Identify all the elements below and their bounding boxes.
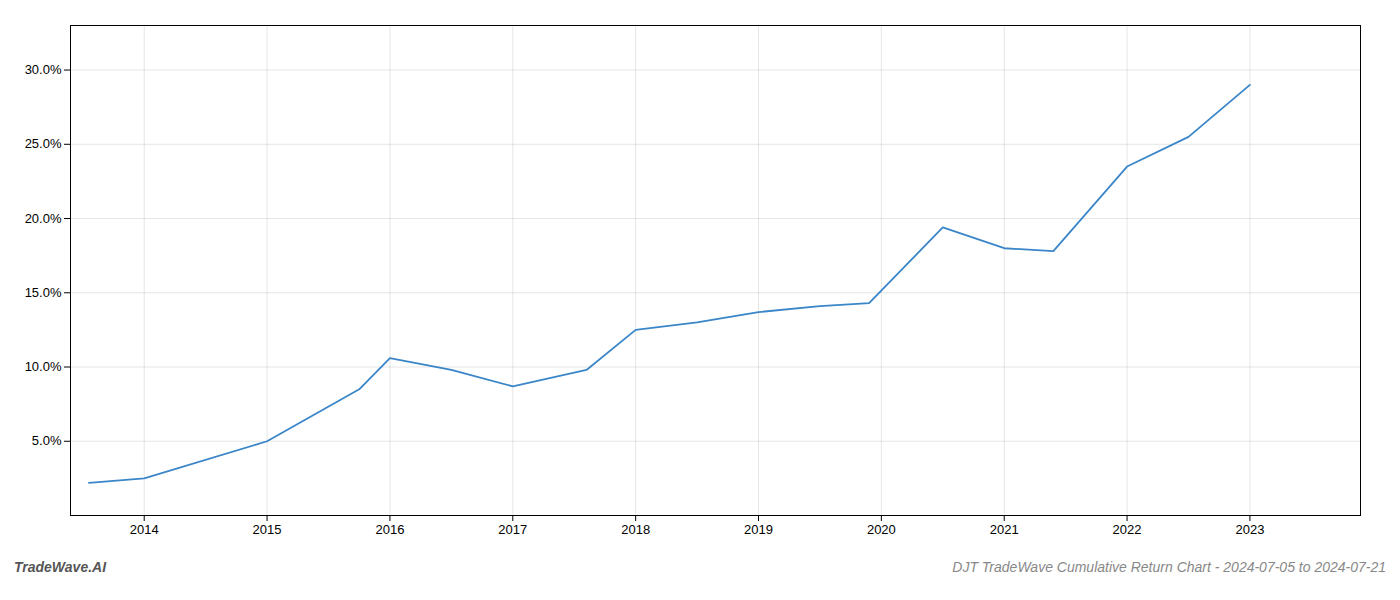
svg-text:2016: 2016	[375, 522, 404, 537]
svg-text:25.0%: 25.0%	[25, 136, 62, 151]
svg-text:15.0%: 15.0%	[25, 285, 62, 300]
svg-text:2015: 2015	[253, 522, 282, 537]
svg-text:2017: 2017	[498, 522, 527, 537]
html-text:TradeWave.AI: TradeWave.AI	[14, 559, 107, 575]
svg-text:2023: 2023	[1235, 522, 1264, 537]
svg-text:2020: 2020	[867, 522, 896, 537]
svg-text:2018: 2018	[621, 522, 650, 537]
svg-text:2014: 2014	[130, 522, 159, 537]
svg-text:30.0%: 30.0%	[25, 62, 62, 77]
svg-text:20.0%: 20.0%	[25, 211, 62, 226]
svg-text:2022: 2022	[1113, 522, 1142, 537]
svg-text:5.0%: 5.0%	[32, 433, 62, 448]
svg-text:2019: 2019	[744, 522, 773, 537]
html-text:DJT TradeWave Cumulative Retur: DJT TradeWave Cumulative Return Chart - …	[952, 559, 1386, 575]
svg-text:10.0%: 10.0%	[25, 359, 62, 374]
svg-text:2021: 2021	[990, 522, 1019, 537]
